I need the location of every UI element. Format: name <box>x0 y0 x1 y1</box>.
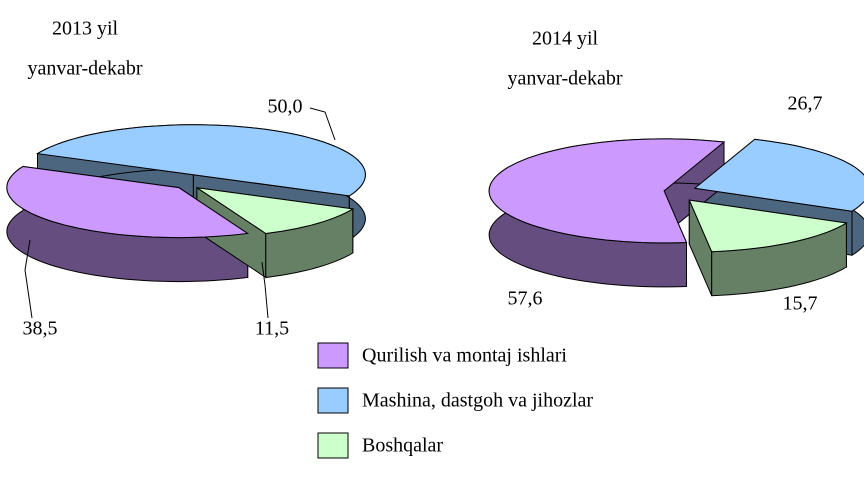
legend-label: Mashina, dastgoh va jihozlar <box>362 390 593 412</box>
data-label: 57,6 <box>508 288 543 310</box>
legend-label: Qurilish va montaj ishlari <box>362 345 567 367</box>
leader-line <box>261 261 269 319</box>
legend-swatch <box>317 387 349 414</box>
data-label: 26,7 <box>788 93 823 115</box>
legend-swatch <box>317 342 349 369</box>
slice-top <box>488 138 726 244</box>
data-label: 38,5 <box>23 318 58 340</box>
legend-label: Boshqalar <box>362 435 443 457</box>
chart-subtitle: yanvar-dekabr <box>507 68 622 90</box>
slice-top <box>693 138 864 212</box>
chart-title: 2014 yil <box>532 28 599 50</box>
data-label: 15,7 <box>783 293 818 315</box>
slice-top <box>35 124 366 197</box>
data-label: 50,0 <box>268 96 303 118</box>
chart-subtitle: yanvar-dekabr <box>27 58 142 80</box>
leader-line <box>309 107 336 141</box>
chart-title: 2013 yil <box>52 18 119 40</box>
slice-top <box>196 187 355 235</box>
slice-top <box>688 199 848 253</box>
legend-swatch <box>317 432 349 459</box>
slice-top <box>6 165 250 239</box>
leader-line <box>24 239 33 319</box>
data-label: 11,5 <box>255 318 289 340</box>
